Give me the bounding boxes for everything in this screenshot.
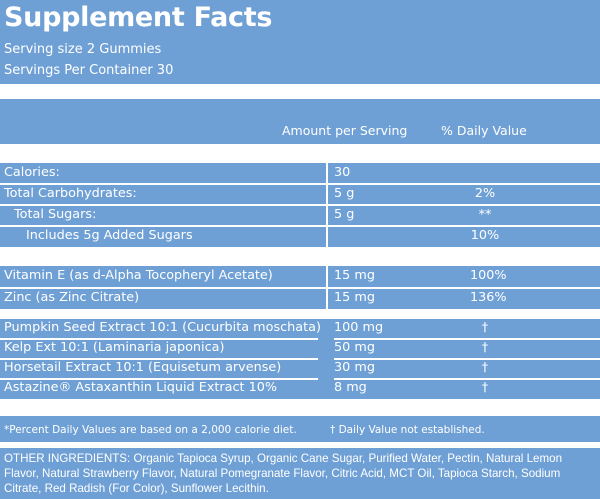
row-divider — [0, 183, 600, 185]
row-amount: 5 g — [334, 207, 355, 222]
row-divider — [0, 338, 318, 340]
row-amount: 15 mg — [334, 290, 375, 305]
row-daily-value: † — [481, 380, 489, 395]
row-name: Total Carbohydrates: — [4, 186, 137, 201]
row-daily-value: 10% — [470, 228, 500, 243]
column-divider — [326, 163, 328, 247]
section-divider — [0, 247, 600, 266]
header-divider — [0, 144, 600, 163]
row-divider — [334, 338, 600, 340]
other-ingredients: OTHER INGREDIENTS: Organic Tapioca Syrup… — [4, 452, 563, 496]
servings-per-container: Servings Per Container 30 — [4, 63, 174, 78]
header-daily-value: % Daily Value — [441, 123, 527, 138]
section-divider — [0, 399, 600, 416]
row-daily-value: † — [481, 320, 489, 335]
column-divider — [326, 266, 328, 309]
row-name: Total Sugars: — [14, 207, 97, 222]
row-name: Zinc (as Zinc Citrate) — [4, 290, 140, 305]
row-amount: 50 mg — [334, 340, 375, 355]
row-daily-value: † — [481, 360, 489, 375]
row-divider — [0, 378, 318, 380]
row-daily-value: 2% — [474, 186, 496, 201]
row-name: Includes 5g Added Sugars — [26, 228, 193, 243]
row-daily-value: 100% — [470, 268, 507, 283]
row-name: Astazine® Astaxanthin Liquid Extract 10% — [4, 380, 278, 395]
row-divider — [0, 287, 600, 289]
row-divider — [0, 204, 600, 206]
row-amount: 5 g — [334, 186, 355, 201]
row-name: Calories: — [4, 165, 60, 180]
row-name: Pumpkin Seed Extract 10:1 (Cucurbita mos… — [4, 320, 321, 335]
row-divider — [334, 358, 600, 360]
row-name: Horsetail Extract 10:1 (Equisetum arvens… — [4, 360, 282, 375]
serving-size: Serving size 2 Gummies — [4, 42, 162, 57]
row-divider — [334, 378, 600, 380]
row-name: Kelp Ext 10:1 (Laminaria japonica) — [4, 340, 225, 355]
row-amount: 30 — [334, 165, 351, 180]
row-divider — [0, 358, 318, 360]
row-daily-value: † — [481, 340, 489, 355]
footer-divider — [0, 442, 600, 448]
panel-title: Supplement Facts — [4, 2, 273, 33]
row-amount: 8 mg — [334, 380, 367, 395]
row-amount: 30 mg — [334, 360, 375, 375]
row-amount: 100 mg — [334, 320, 384, 335]
section-divider — [0, 309, 600, 319]
thick-divider — [0, 84, 600, 99]
row-divider — [0, 225, 600, 227]
row-daily-value: ** — [478, 207, 492, 222]
row-name: Vitamin E (as d-Alpha Tocopheryl Acetate… — [4, 268, 273, 283]
footnote-daily-value: *Percent Daily Values are based on a 2,0… — [4, 424, 297, 436]
row-amount: 15 mg — [334, 268, 375, 283]
row-daily-value: 136% — [470, 290, 507, 305]
header-amount: Amount per Serving — [282, 123, 408, 138]
footnote-dagger: † Daily Value not established. — [330, 424, 485, 436]
